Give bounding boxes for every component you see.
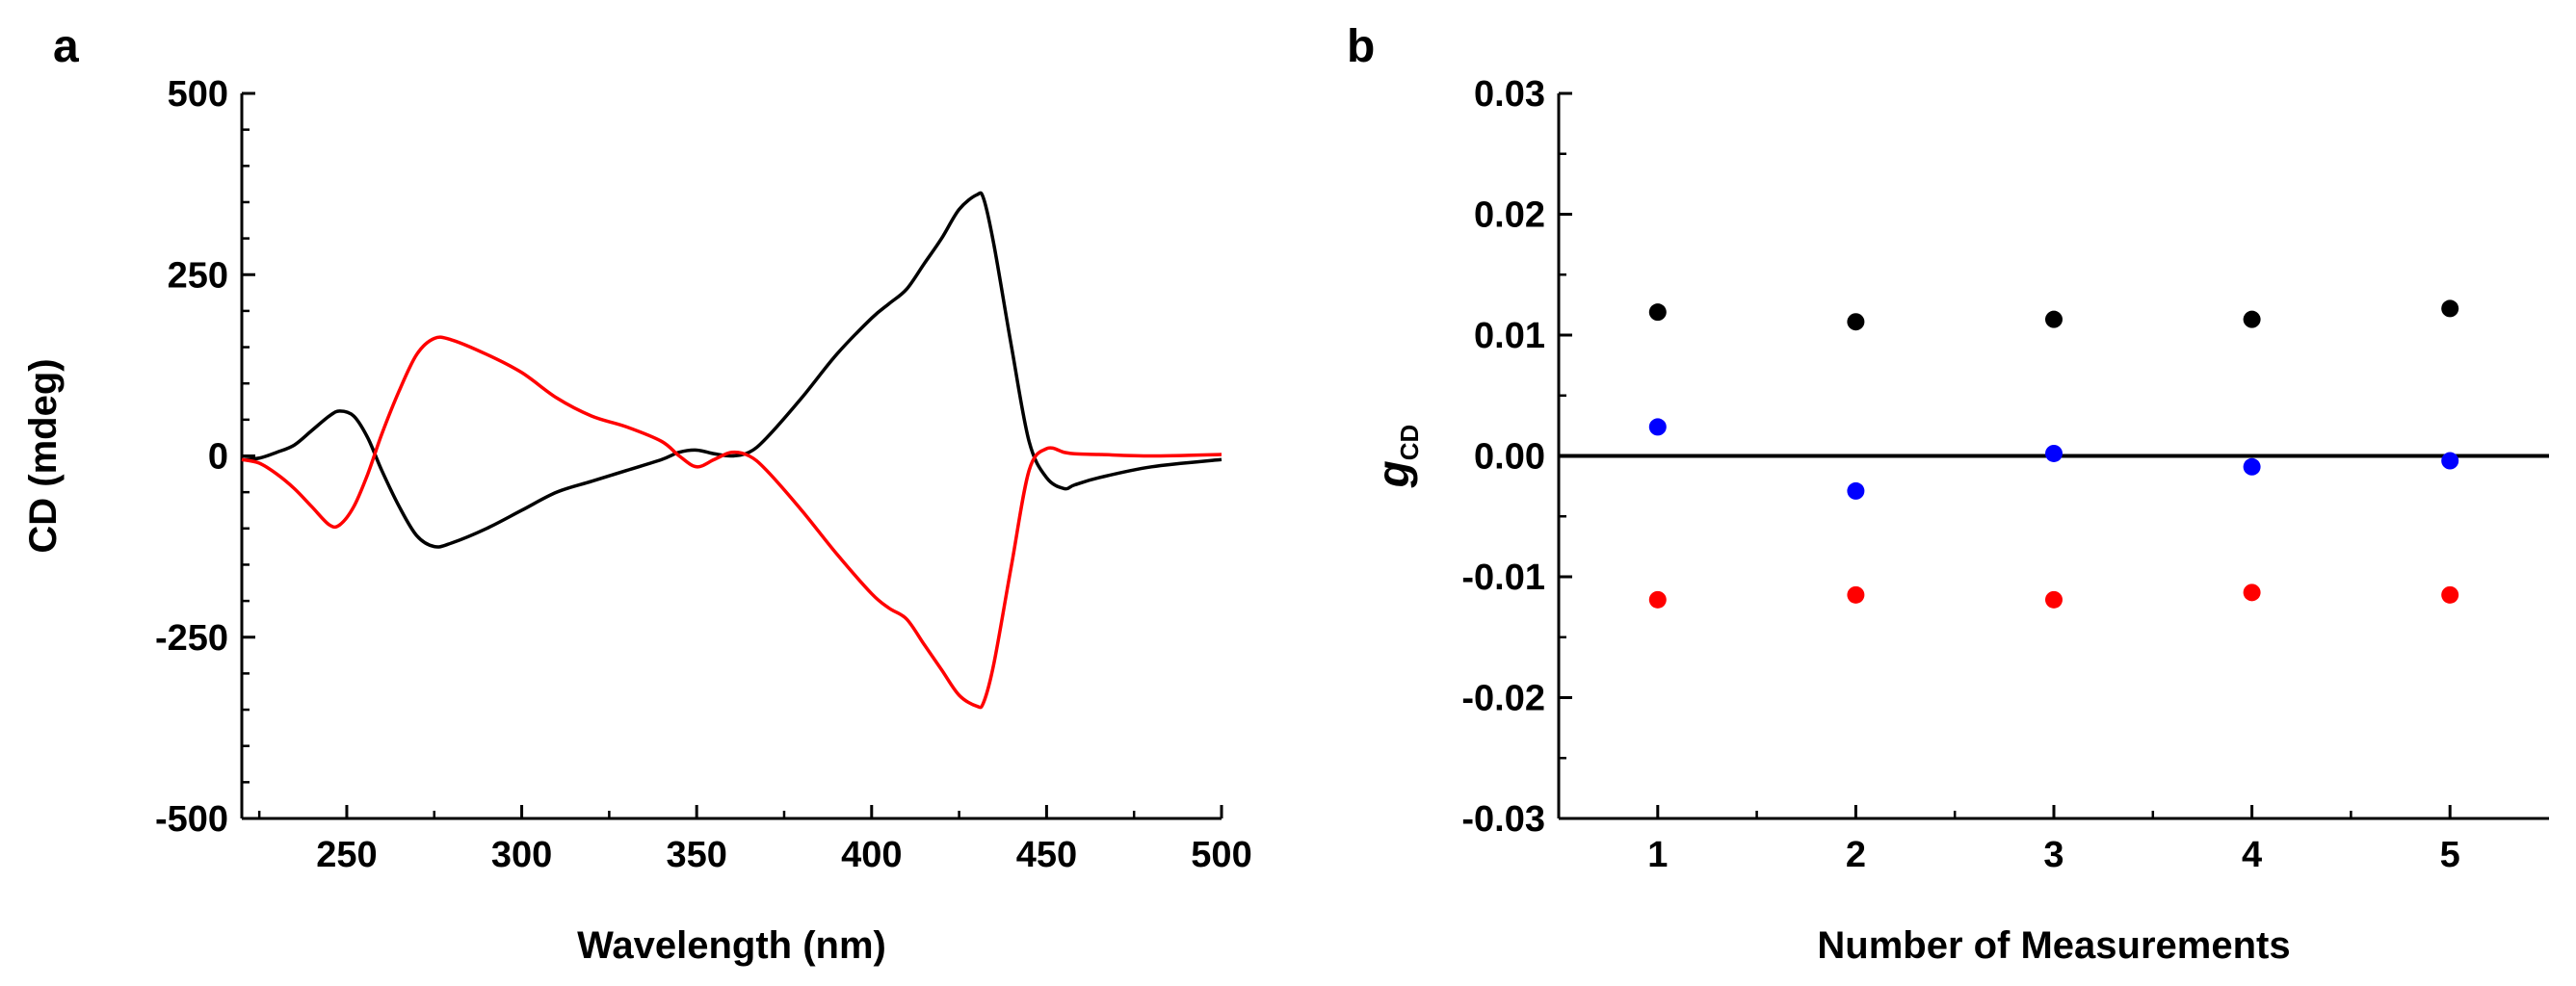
panel-label: a <box>53 21 79 72</box>
y-tick-label: -0.02 <box>1461 679 1545 719</box>
point-black <box>2441 299 2459 318</box>
panel-b: b 1 2 3 4 5 -0.03 -0.02 -0.01 0.00 0.01 0.02 0.03 Num… <box>1347 21 2549 967</box>
series-line-red <box>241 335 1222 710</box>
series-line-black <box>241 191 1222 549</box>
y-tick-label: -0.01 <box>1461 558 1545 598</box>
point-blue <box>2441 452 2459 470</box>
y-tick-label: 500 <box>168 74 228 115</box>
y-axis-title-main: g <box>1368 460 1418 488</box>
point-red <box>1648 590 1667 609</box>
y-tick-label: -0.03 <box>1461 799 1545 840</box>
y-tick-label: 250 <box>168 255 228 296</box>
x-tick-label: 3 <box>2043 835 2063 875</box>
x-tick-label: 300 <box>491 835 552 875</box>
y-axis-title: CD (mdeg) <box>22 358 65 553</box>
point-black <box>1847 313 1865 331</box>
point-red <box>2441 585 2459 604</box>
point-blue <box>1847 481 1865 500</box>
y-axis-title-subscript: CD <box>1395 425 1424 461</box>
y-tick-label: -500 <box>155 799 228 840</box>
point-red <box>2243 584 2261 602</box>
x-axis-title: Wavelength (nm) <box>577 924 886 967</box>
point-blue <box>1648 418 1667 436</box>
x-tick-label: 1 <box>1647 835 1668 875</box>
point-blue <box>2243 457 2261 476</box>
y-tick-label: -250 <box>155 618 228 659</box>
x-axis-title: Number of Measurements <box>1817 924 2290 967</box>
point-blue <box>2045 444 2063 462</box>
x-tick-label: 4 <box>2242 835 2262 875</box>
point-red <box>2045 590 2063 609</box>
point-black <box>1648 303 1667 322</box>
panel-a: a 250 300 350 400 450 500 -500 -250 0 250 500 Wavele… <box>22 21 1252 967</box>
y-tick-label: 0.00 <box>1474 437 1545 478</box>
x-tick-label: 500 <box>1191 835 1251 875</box>
y-tick-label: 0 <box>208 437 228 478</box>
y-tick-label: 0.01 <box>1474 316 1545 356</box>
y-tick-label: 0.02 <box>1474 195 1545 236</box>
point-black <box>2243 310 2261 328</box>
y-axis-title: gCD <box>1368 425 1424 489</box>
x-tick-label: 2 <box>1846 835 1866 875</box>
point-red <box>1847 585 1865 604</box>
x-tick-label: 400 <box>841 835 902 875</box>
panel-label: b <box>1347 21 1375 72</box>
y-tick-label: 0.03 <box>1474 74 1545 115</box>
x-tick-label: 450 <box>1016 835 1077 875</box>
x-tick-label: 250 <box>316 835 377 875</box>
x-tick-label: 5 <box>2440 835 2460 875</box>
x-tick-label: 350 <box>666 835 726 875</box>
point-black <box>2045 310 2063 328</box>
